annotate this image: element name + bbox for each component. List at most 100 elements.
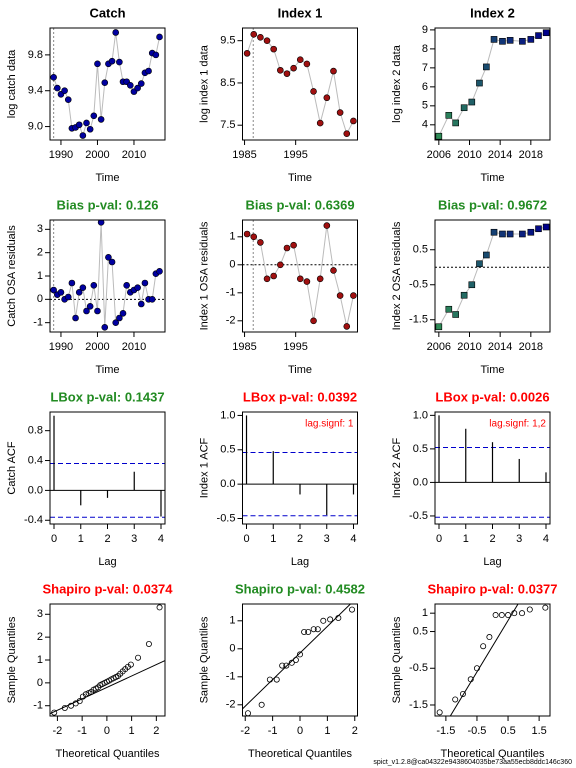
x-tick-label: 0.5 <box>500 725 515 737</box>
point <box>94 60 101 68</box>
point <box>435 132 443 140</box>
plot-frame <box>49 27 166 141</box>
point <box>542 223 550 231</box>
x-tick-label: 0 <box>104 725 110 737</box>
point <box>279 662 286 669</box>
y-tick-label: 0.8 <box>28 425 43 437</box>
y-tick-label: 4 <box>422 119 428 131</box>
point <box>83 119 90 127</box>
point <box>452 696 459 703</box>
panel-title: LBox p-val: 0.0026 <box>435 389 549 404</box>
x-tick-label: 2010 <box>122 149 146 161</box>
point <box>343 130 351 137</box>
point <box>257 239 264 246</box>
x-tick-label: 2 <box>104 533 110 545</box>
panel: Catch Time log catch data 1990 2000 2010 9.0 9.… <box>6 5 166 184</box>
plot-area <box>50 415 165 518</box>
point <box>148 296 156 303</box>
point <box>336 109 344 116</box>
y-tick-label: 0.0 <box>28 484 43 496</box>
point <box>156 33 163 41</box>
x-axis-label: Time <box>480 172 504 184</box>
x-tick-label: -1 <box>77 725 87 737</box>
point <box>330 67 337 75</box>
point <box>257 33 264 41</box>
x-tick-label: 4 <box>350 533 356 545</box>
x-tick-label: 1995 <box>283 149 307 161</box>
point <box>86 303 94 310</box>
y-tick-label: 0 <box>229 259 235 271</box>
y-axis-label: log catch data <box>6 49 18 118</box>
x-tick-label: -0.5 <box>467 725 486 737</box>
y-tick-label: 3 <box>37 608 43 620</box>
point <box>506 37 514 44</box>
point <box>277 66 284 74</box>
point <box>79 132 87 139</box>
x-tick-label: 2014 <box>488 149 512 161</box>
x-tick-label: 1 <box>463 533 469 545</box>
point <box>305 629 312 636</box>
y-tick-label: -2 <box>226 315 236 327</box>
point <box>141 279 149 287</box>
point <box>460 291 468 299</box>
panel-title: Catch <box>89 5 125 20</box>
point <box>50 73 57 81</box>
x-tick-label: 1 <box>78 533 84 545</box>
plot-frame <box>49 411 166 525</box>
point <box>101 79 109 86</box>
point <box>303 60 311 68</box>
x-tick-label: 4 <box>543 533 549 545</box>
y-tick-label: 8.5 <box>220 77 235 89</box>
panel: Shapiro p-val: 0.0377 Theoretical Quantil… <box>391 581 558 759</box>
point <box>296 651 303 658</box>
panel-title: Bias p-val: 0.6369 <box>245 197 354 212</box>
x-tick-label: 2 <box>489 533 495 545</box>
point <box>68 702 75 709</box>
plot-area <box>50 28 163 140</box>
y-tick-label: 0.4 <box>28 454 43 466</box>
point <box>350 117 357 125</box>
y-tick-label: 3 <box>37 223 43 235</box>
point <box>476 260 483 268</box>
y-tick-label: -1 <box>33 317 43 329</box>
point <box>301 629 308 636</box>
panel: Bias p-val: 0.126 Time Catch OSA residuals… <box>6 197 166 376</box>
y-tick-label: 5 <box>422 100 428 112</box>
point <box>483 63 490 71</box>
panel: Bias p-val: 0.9672 Time Index 2 OSA residu… <box>391 197 551 376</box>
point <box>292 657 299 664</box>
point <box>134 284 141 291</box>
x-tick-label: 3 <box>324 533 330 545</box>
x-tick-label: 4 <box>158 533 164 545</box>
y-tick-label: 9.5 <box>220 35 235 47</box>
x-axis-label: Time <box>95 172 119 184</box>
y-axis-label: Sample Quantiles <box>391 616 403 703</box>
point <box>94 307 101 315</box>
point <box>490 228 498 236</box>
x-axis-label: Theoretical Quantiles <box>248 748 352 760</box>
point <box>459 690 466 697</box>
plot-area <box>50 604 165 716</box>
point <box>310 317 317 325</box>
y-tick-label: 0.5 <box>220 444 235 456</box>
plot-area <box>435 29 550 140</box>
point <box>542 29 550 37</box>
y-axis-label: Catch ACF <box>6 441 18 494</box>
y-axis-label: Sample Quantiles <box>6 616 18 703</box>
point <box>445 305 453 313</box>
point <box>511 610 518 617</box>
x-tick-label: 2018 <box>519 341 543 353</box>
x-axis-label: Lag <box>291 556 309 568</box>
plot-area <box>242 604 356 716</box>
point <box>145 67 152 75</box>
x-tick-label: 3 <box>516 533 522 545</box>
panel: Shapiro p-val: 0.0374 Theoretical Quantil… <box>6 581 173 759</box>
point <box>296 275 304 283</box>
point <box>152 51 160 59</box>
point <box>72 314 79 322</box>
point <box>527 228 535 236</box>
point <box>445 112 453 119</box>
panel-title: Index 1 <box>278 5 323 20</box>
point <box>436 709 443 716</box>
y-tick-label: -1.5 <box>409 314 428 326</box>
